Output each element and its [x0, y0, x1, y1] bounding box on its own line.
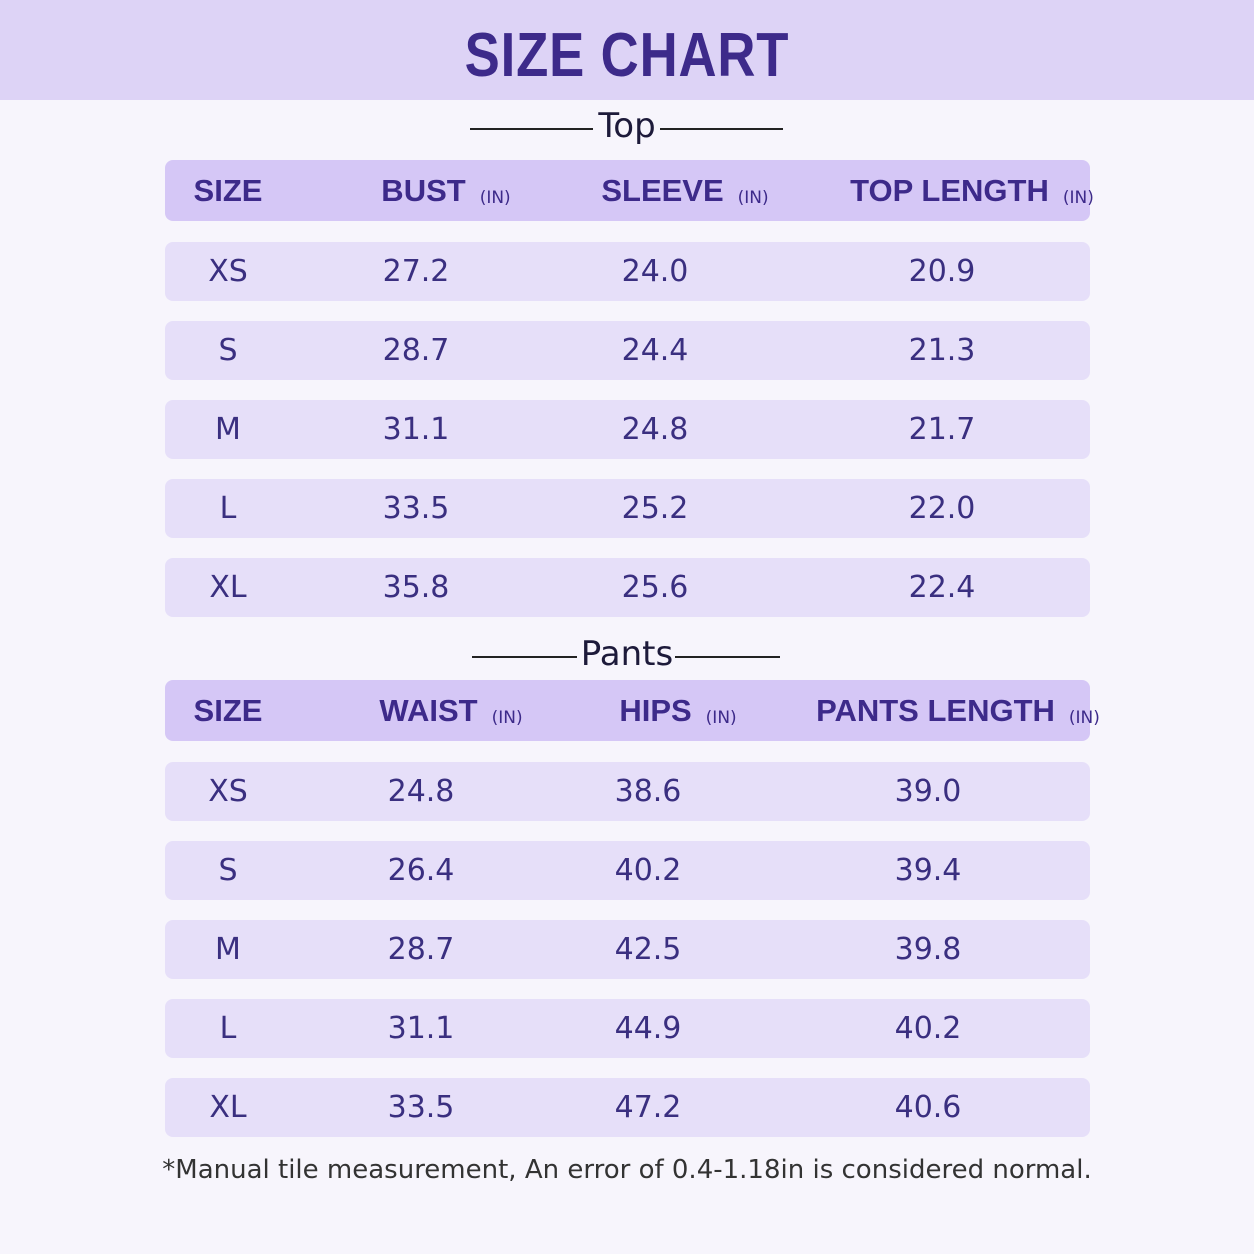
- table-cell: L: [219, 491, 237, 526]
- header-unit: (IN): [705, 707, 737, 728]
- table-cell: L: [219, 1011, 237, 1046]
- section-label-text: Pants: [574, 634, 680, 674]
- header-name: SIZE: [193, 692, 263, 728]
- header-unit: (IN): [1062, 187, 1094, 208]
- header-cell: BUST (IN): [381, 160, 510, 221]
- table-cell: 44.9: [614, 1011, 682, 1046]
- table-cell: 22.0: [908, 491, 976, 526]
- data-row: S 28.7 24.4 21.3: [165, 321, 1090, 380]
- data-row: XS 24.8 38.6 39.0: [165, 762, 1090, 821]
- data-row: L 33.5 25.2 22.0: [165, 479, 1090, 538]
- data-row: M 28.7 42.5 39.8: [165, 920, 1090, 979]
- section-label: Pants: [0, 634, 1254, 674]
- divider-line: [470, 128, 593, 130]
- header-cell: SIZE: [194, 160, 263, 221]
- header-name: SLEEVE: [601, 172, 724, 208]
- table-cell: XS: [208, 254, 248, 289]
- footnote: *Manual tile measurement, An error of 0.…: [162, 1155, 1092, 1185]
- title-band: [0, 0, 1254, 100]
- table-cell: 39.0: [894, 774, 962, 809]
- table-cell: S: [218, 333, 238, 368]
- table-cell: 31.1: [387, 1011, 455, 1046]
- table-cell: 38.6: [614, 774, 682, 809]
- table-cell: 24.8: [621, 412, 689, 447]
- table-cell: 28.7: [387, 932, 455, 967]
- table-cell: 26.4: [387, 853, 455, 888]
- header-unit: (IN): [1068, 707, 1100, 728]
- data-row: XS 27.2 24.0 20.9: [165, 242, 1090, 301]
- header-unit: (IN): [737, 187, 769, 208]
- header-cell: HIPS (IN): [619, 680, 736, 741]
- table-cell: 20.9: [908, 254, 976, 289]
- header-cell: PANTS LENGTH (IN): [816, 680, 1100, 741]
- table-cell: 24.4: [621, 333, 689, 368]
- table-cell: 31.1: [382, 412, 450, 447]
- data-row: XL 35.8 25.6 22.4: [165, 558, 1090, 617]
- data-row: S 26.4 40.2 39.4: [165, 841, 1090, 900]
- table-cell: XL: [209, 570, 247, 605]
- header-name: SIZE: [193, 172, 263, 208]
- section-label: Top: [0, 106, 1254, 146]
- table-cell: M: [215, 412, 241, 447]
- title: SIZE CHART: [464, 21, 790, 90]
- table-cell: 27.2: [382, 254, 450, 289]
- table-cell: 39.4: [894, 853, 962, 888]
- table-cell: XL: [209, 1090, 247, 1125]
- table-cell: 21.3: [908, 333, 976, 368]
- table-cell: 33.5: [387, 1090, 455, 1125]
- header-cell: TOP LENGTH (IN): [850, 160, 1094, 221]
- divider-line: [660, 128, 783, 130]
- table-cell: 24.8: [387, 774, 455, 809]
- table-cell: 39.8: [894, 932, 962, 967]
- table-cell: 47.2: [614, 1090, 682, 1125]
- table-cell: 28.7: [382, 333, 450, 368]
- table-cell: XS: [208, 774, 248, 809]
- header-name: PANTS LENGTH: [816, 692, 1055, 728]
- header-unit: (IN): [479, 187, 511, 208]
- header-name: BUST: [381, 172, 466, 208]
- table-cell: 25.2: [621, 491, 689, 526]
- data-row: M 31.1 24.8 21.7: [165, 400, 1090, 459]
- header-unit: (IN): [491, 707, 523, 728]
- header-row: SIZE WAIST (IN) HIPS (IN) PANTS LENGTH (IN): [165, 680, 1100, 741]
- table-cell: 33.5: [382, 491, 450, 526]
- data-row: L 31.1 44.9 40.2: [165, 999, 1090, 1058]
- table-cell: 25.6: [621, 570, 689, 605]
- section-label-text: Top: [592, 106, 662, 146]
- header-cell: WAIST (IN): [379, 680, 522, 741]
- table-cell: 22.4: [908, 570, 976, 605]
- data-row: XL 33.5 47.2 40.6: [165, 1078, 1090, 1137]
- table-cell: 35.8: [382, 570, 450, 605]
- header-cell: SIZE: [194, 680, 263, 741]
- table-cell: 40.6: [894, 1090, 962, 1125]
- header-name: HIPS: [619, 692, 692, 728]
- header-name: TOP LENGTH: [850, 172, 1049, 208]
- table-cell: 24.0: [621, 254, 689, 289]
- table-cell: 40.2: [614, 853, 682, 888]
- table-cell: 42.5: [614, 932, 682, 967]
- header-name: WAIST: [379, 692, 478, 728]
- table-cell: 21.7: [908, 412, 976, 447]
- divider-line: [675, 656, 780, 658]
- table-cell: S: [218, 853, 238, 888]
- header-cell: SLEEVE (IN): [601, 160, 768, 221]
- table-cell: 40.2: [894, 1011, 962, 1046]
- divider-line: [472, 656, 577, 658]
- header-row: SIZE BUST (IN) SLEEVE (IN) TOP LENGTH (IN): [165, 160, 1094, 221]
- table-cell: M: [215, 932, 241, 967]
